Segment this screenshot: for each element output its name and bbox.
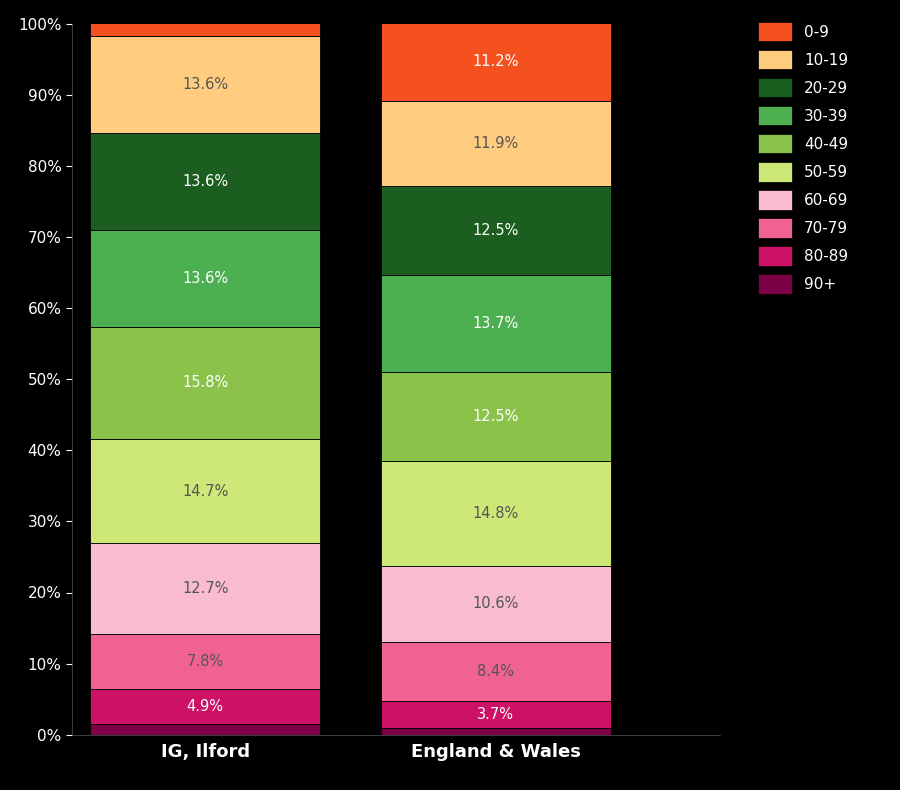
Bar [90, 230, 320, 326]
Text: 7.8%: 7.8% [186, 654, 224, 669]
Text: 12.5%: 12.5% [472, 409, 519, 424]
Text: 13.7%: 13.7% [472, 316, 519, 331]
Bar [381, 186, 611, 275]
Text: 15.8%: 15.8% [182, 375, 229, 390]
Bar [381, 275, 611, 372]
Text: 13.6%: 13.6% [182, 77, 229, 92]
Bar [90, 36, 320, 134]
Text: 14.8%: 14.8% [472, 506, 519, 521]
Text: 11.2%: 11.2% [472, 54, 519, 69]
Text: 4.9%: 4.9% [186, 699, 224, 714]
Bar [90, 0, 320, 36]
Bar [381, 461, 611, 566]
Text: 10.6%: 10.6% [472, 596, 519, 611]
Text: 13.6%: 13.6% [182, 271, 229, 286]
Bar [90, 634, 320, 689]
Text: 14.7%: 14.7% [182, 483, 229, 498]
Text: 11.9%: 11.9% [472, 136, 519, 151]
Bar [90, 134, 320, 230]
Bar [90, 439, 320, 544]
Legend: 0-9, 10-19, 20-29, 30-39, 40-49, 50-59, 60-69, 70-79, 80-89, 90+: 0-9, 10-19, 20-29, 30-39, 40-49, 50-59, … [753, 17, 853, 299]
Bar [381, 21, 611, 101]
Bar [381, 566, 611, 641]
Text: 13.6%: 13.6% [182, 174, 229, 189]
Text: 12.5%: 12.5% [472, 223, 519, 238]
Bar [90, 724, 320, 735]
Text: 3.7%: 3.7% [477, 707, 515, 722]
Bar [90, 326, 320, 439]
Bar [90, 689, 320, 724]
Bar [381, 101, 611, 186]
Bar [381, 641, 611, 702]
Bar [381, 372, 611, 461]
Bar [381, 702, 611, 728]
Bar [90, 544, 320, 634]
Text: 8.4%: 8.4% [477, 664, 515, 679]
Text: 12.7%: 12.7% [182, 581, 229, 596]
Bar [381, 728, 611, 735]
